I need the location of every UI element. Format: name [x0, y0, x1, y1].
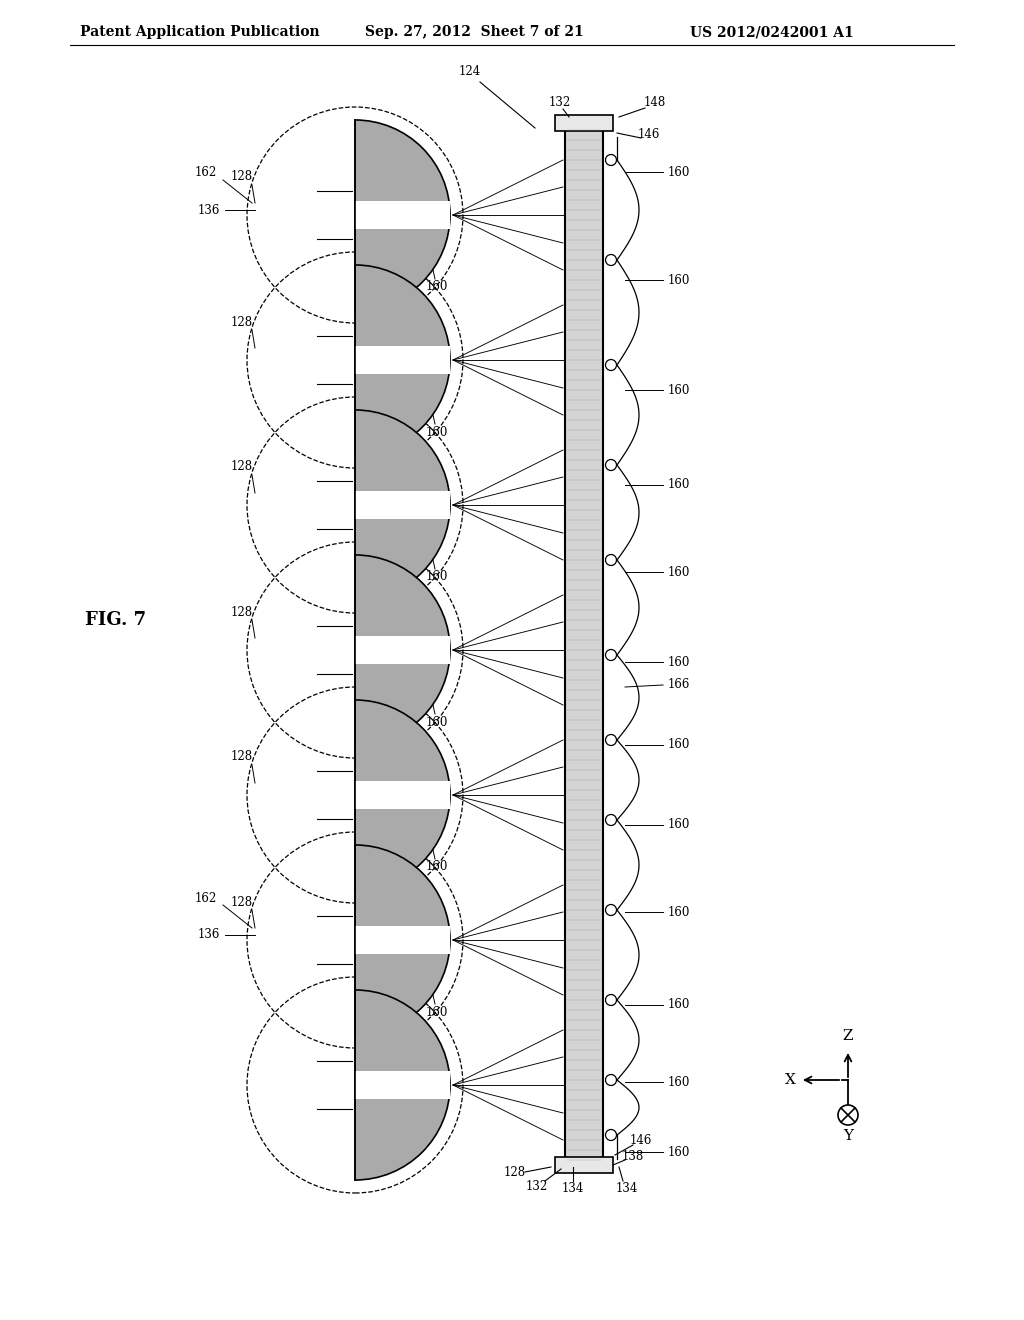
Text: 160: 160 [668, 384, 690, 396]
Text: 160: 160 [668, 1146, 690, 1159]
Wedge shape [355, 411, 450, 601]
Wedge shape [355, 700, 450, 890]
Bar [555, 1158, 613, 1173]
Text: 160: 160 [426, 281, 449, 293]
Text: FIG. 7: FIG. 7 [85, 611, 146, 630]
Circle shape [605, 814, 616, 825]
Text: 162: 162 [195, 891, 217, 904]
Text: 160: 160 [668, 1076, 690, 1089]
Text: 136: 136 [198, 203, 220, 216]
Text: 134: 134 [386, 281, 409, 293]
Text: 128: 128 [231, 751, 253, 763]
Bar [355, 636, 450, 664]
Bar [355, 781, 450, 809]
Text: 160: 160 [426, 1006, 449, 1019]
Text: Y: Y [843, 1129, 853, 1143]
Circle shape [605, 554, 616, 565]
Text: 160: 160 [426, 715, 449, 729]
Text: 166: 166 [668, 678, 690, 692]
Circle shape [838, 1105, 858, 1125]
Circle shape [605, 904, 616, 916]
Text: 160: 160 [426, 570, 449, 583]
Wedge shape [355, 990, 450, 1180]
Circle shape [605, 1074, 616, 1085]
Text: 134: 134 [386, 570, 409, 583]
Text: 160: 160 [668, 998, 690, 1011]
Text: X: X [784, 1073, 796, 1086]
Text: 160: 160 [668, 818, 690, 832]
Bar [355, 346, 450, 374]
Text: 146: 146 [638, 128, 660, 141]
Bar [355, 201, 450, 230]
Circle shape [605, 459, 616, 470]
Text: 132: 132 [549, 96, 571, 110]
Text: 134: 134 [386, 425, 409, 438]
Text: Patent Application Publication: Patent Application Publication [80, 25, 319, 40]
Text: 160: 160 [426, 861, 449, 874]
Text: 160: 160 [668, 479, 690, 491]
Text: 138: 138 [622, 1151, 644, 1163]
Text: 148: 148 [644, 96, 667, 110]
Text: 128: 128 [231, 315, 253, 329]
Text: 134: 134 [386, 1006, 409, 1019]
Text: 160: 160 [668, 565, 690, 578]
Wedge shape [355, 554, 450, 744]
Text: 128: 128 [504, 1167, 526, 1180]
Text: 134: 134 [562, 1183, 584, 1196]
Wedge shape [355, 845, 450, 1035]
Text: 160: 160 [668, 656, 690, 668]
Bar [355, 1071, 450, 1100]
Circle shape [605, 734, 616, 746]
Text: 146: 146 [630, 1134, 652, 1147]
Bar [555, 115, 613, 131]
Bar [355, 491, 450, 519]
Circle shape [605, 359, 616, 371]
Text: 128: 128 [231, 895, 253, 908]
Text: 160: 160 [668, 273, 690, 286]
Bar [565, 125, 603, 1166]
Text: 162: 162 [195, 166, 217, 180]
Text: Sep. 27, 2012  Sheet 7 of 21: Sep. 27, 2012 Sheet 7 of 21 [365, 25, 584, 40]
Text: Z: Z [843, 1030, 853, 1043]
Text: 160: 160 [668, 738, 690, 751]
Text: 132: 132 [526, 1180, 548, 1193]
Text: 128: 128 [231, 606, 253, 619]
Text: 160: 160 [668, 906, 690, 919]
Text: 124: 124 [459, 65, 481, 78]
Text: 134: 134 [386, 861, 409, 874]
Wedge shape [355, 120, 450, 310]
Text: 128: 128 [231, 170, 253, 183]
Bar [565, 125, 603, 1166]
Text: 128: 128 [231, 461, 253, 474]
Text: 136: 136 [198, 928, 220, 941]
Circle shape [605, 154, 616, 165]
Circle shape [605, 1130, 616, 1140]
Text: 160: 160 [426, 425, 449, 438]
Text: 134: 134 [615, 1183, 638, 1196]
Text: 134: 134 [386, 715, 409, 729]
Wedge shape [355, 265, 450, 455]
Circle shape [605, 994, 616, 1006]
Text: 160: 160 [668, 165, 690, 178]
Circle shape [605, 255, 616, 265]
Bar [355, 925, 450, 954]
Circle shape [605, 649, 616, 660]
Text: US 2012/0242001 A1: US 2012/0242001 A1 [690, 25, 854, 40]
